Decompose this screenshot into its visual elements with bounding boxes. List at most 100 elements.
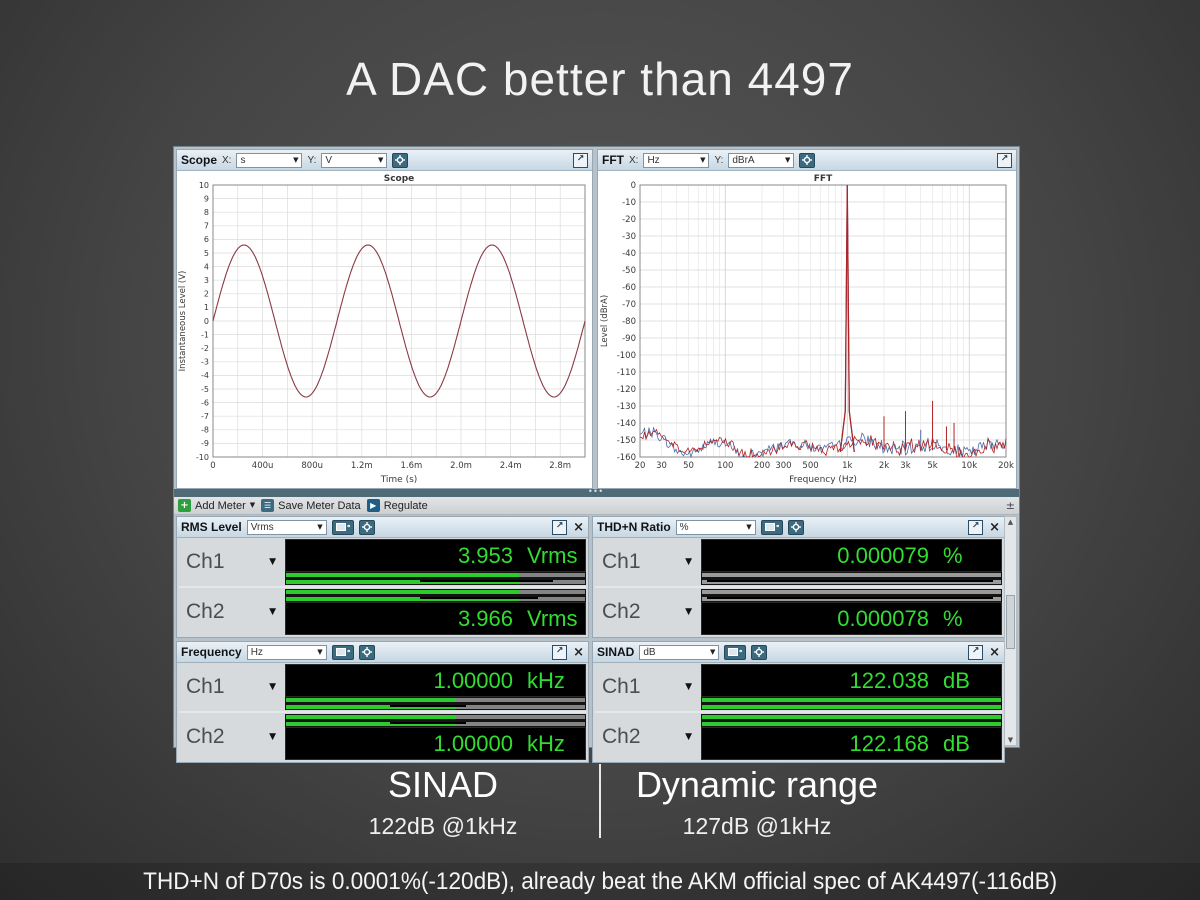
chevron-down-icon: ▼ bbox=[269, 732, 276, 742]
channel-stack: 1.00000 kHz bbox=[285, 714, 586, 760]
close-icon[interactable]: × bbox=[573, 644, 584, 660]
expand-icon[interactable]: ↗ bbox=[997, 152, 1012, 168]
meter-display: 3.953 Vrms bbox=[285, 539, 586, 572]
svg-text:6: 6 bbox=[204, 235, 209, 244]
channel-selector[interactable]: Ch2 ▼ bbox=[177, 589, 285, 635]
display-mode-icon[interactable] bbox=[724, 644, 747, 660]
gear-icon[interactable] bbox=[358, 644, 375, 660]
channel-selector[interactable]: Ch1 ▼ bbox=[593, 539, 701, 585]
svg-text:100: 100 bbox=[717, 461, 733, 471]
svg-text:9: 9 bbox=[204, 194, 209, 203]
meter-display: 1.00000 kHz bbox=[285, 664, 586, 697]
channel-selector[interactable]: Ch1 ▼ bbox=[177, 539, 285, 585]
bar-meter bbox=[285, 714, 586, 727]
chevron-down-icon: ▼ bbox=[317, 522, 323, 531]
meter-value: 0.000078 bbox=[837, 605, 929, 631]
svg-text:-60: -60 bbox=[622, 283, 636, 293]
svg-text:4: 4 bbox=[204, 262, 209, 271]
gear-icon[interactable] bbox=[799, 152, 816, 168]
channel-selector[interactable]: Ch2 ▼ bbox=[593, 714, 701, 760]
svg-text:2.8m: 2.8m bbox=[549, 461, 571, 471]
svg-text:-8: -8 bbox=[201, 426, 209, 435]
bar-meter bbox=[285, 589, 586, 602]
meter-unit-select[interactable]: Vrms ▼ bbox=[246, 519, 327, 535]
meters-toolbar: + Add Meter ▼ ☰ Save Meter Data ▶ Regula… bbox=[174, 497, 1019, 515]
svg-text:800u: 800u bbox=[301, 461, 323, 471]
meter-display: 122.168 dB bbox=[701, 727, 1002, 760]
close-icon[interactable]: × bbox=[573, 519, 584, 535]
svg-text:0: 0 bbox=[204, 317, 209, 326]
gear-icon[interactable] bbox=[751, 644, 768, 660]
stats-divider bbox=[599, 764, 601, 838]
meter-title: SINAD bbox=[597, 645, 635, 659]
channel-selector[interactable]: Ch1 ▼ bbox=[177, 664, 285, 710]
fft-y-select[interactable]: dBrA ▼ bbox=[728, 152, 795, 168]
add-meter-button[interactable]: + Add Meter ▼ bbox=[178, 499, 255, 512]
meter-channel-row: Ch2 ▼ 122.168 dB bbox=[593, 714, 1002, 760]
display-mode-icon[interactable] bbox=[331, 644, 354, 660]
svg-text:2k: 2k bbox=[879, 461, 889, 471]
svg-text:5: 5 bbox=[204, 249, 209, 258]
scope-y-select[interactable]: V ▼ bbox=[321, 152, 388, 168]
svg-text:-120: -120 bbox=[617, 385, 636, 395]
scope-panel-title: Scope bbox=[181, 153, 218, 167]
save-icon: ☰ bbox=[261, 499, 275, 512]
chevron-down-icon: ▼ bbox=[269, 607, 276, 617]
svg-text:5k: 5k bbox=[927, 461, 937, 471]
footer-bar: THD+N of D70s is 0.0001%(-120dB), alread… bbox=[0, 863, 1200, 900]
bar-meter bbox=[701, 589, 1002, 602]
scrollbar-thumb[interactable] bbox=[1006, 595, 1015, 649]
svg-text:1k: 1k bbox=[842, 461, 852, 471]
scroll-up-icon[interactable]: ▲ bbox=[1007, 518, 1014, 526]
expand-icon[interactable]: ↗ bbox=[552, 644, 568, 660]
meter-display: 3.966 Vrms bbox=[285, 602, 586, 635]
meter-value: 122.038 bbox=[849, 667, 929, 693]
meter-display: 0.000079 % bbox=[701, 539, 1002, 572]
meter-channel-row: Ch1 ▼ 0.000079 % bbox=[593, 539, 1002, 585]
meter-panel-header: Frequency Hz ▼ ↗ × bbox=[177, 642, 588, 663]
fft-x-select[interactable]: Hz ▼ bbox=[643, 152, 710, 168]
gear-icon[interactable] bbox=[787, 519, 804, 535]
scope-x-label: X: bbox=[222, 154, 232, 166]
channel-selector[interactable]: Ch2 ▼ bbox=[593, 589, 701, 635]
svg-text:3k: 3k bbox=[900, 461, 910, 471]
channel-selector[interactable]: Ch1 ▼ bbox=[593, 664, 701, 710]
meter-title: RMS Level bbox=[181, 520, 242, 534]
chevron-down-icon: ▼ bbox=[269, 557, 276, 567]
svg-text:2: 2 bbox=[204, 290, 209, 299]
expand-icon[interactable]: ↗ bbox=[968, 519, 984, 535]
close-icon[interactable]: × bbox=[989, 644, 1000, 660]
bar-meter bbox=[701, 697, 1002, 710]
display-mode-icon[interactable] bbox=[331, 519, 354, 535]
pin-icon[interactable]: ± bbox=[1005, 499, 1015, 512]
gear-icon[interactable] bbox=[392, 152, 409, 168]
expand-icon[interactable]: ↗ bbox=[968, 644, 984, 660]
meter-body: Ch1 ▼ 3.953 Vrms Ch2 ▼ 3.966 Vrms bbox=[177, 538, 588, 637]
svg-text:-80: -80 bbox=[622, 317, 636, 327]
meter-unit-select[interactable]: dB ▼ bbox=[639, 644, 720, 660]
svg-text:20: 20 bbox=[635, 461, 646, 471]
svg-text:2.4m: 2.4m bbox=[500, 461, 522, 471]
regulate-button[interactable]: ▶ Regulate bbox=[366, 499, 428, 512]
scroll-down-icon[interactable]: ▼ bbox=[1007, 736, 1014, 744]
fft-chart: FFT -160 -150 -140 -130 -120 -110 -100 -90 -80 -70… bbox=[598, 171, 1016, 494]
meter-unit-select[interactable]: % ▼ bbox=[675, 519, 756, 535]
splitter-handle[interactable]: ••• bbox=[174, 487, 1019, 497]
close-icon[interactable]: × bbox=[989, 519, 1000, 535]
expand-icon[interactable]: ↗ bbox=[552, 519, 568, 535]
expand-icon[interactable]: ↗ bbox=[573, 152, 588, 168]
chevron-down-icon: ▼ bbox=[784, 155, 791, 164]
meters-scrollbar[interactable]: ▲ ▼ bbox=[1004, 516, 1017, 746]
save-meter-data-button[interactable]: ☰ Save Meter Data bbox=[261, 499, 361, 512]
channel-selector[interactable]: Ch2 ▼ bbox=[177, 714, 285, 760]
svg-text:7: 7 bbox=[204, 222, 209, 231]
meter-panel: THD+N Ratio % ▼ ↗ × Ch1 ▼ 0.000079 % bbox=[592, 516, 1005, 638]
channel-label: Ch1 bbox=[602, 550, 641, 573]
meter-panel-header: RMS Level Vrms ▼ ↗ × bbox=[177, 517, 588, 538]
gear-icon[interactable] bbox=[358, 519, 375, 535]
channel-label: Ch1 bbox=[602, 675, 641, 698]
meter-unit-select[interactable]: Hz ▼ bbox=[246, 644, 327, 660]
display-mode-icon[interactable] bbox=[760, 519, 783, 535]
fft-x-label: X: bbox=[629, 154, 639, 166]
scope-x-select[interactable]: s ▼ bbox=[236, 152, 303, 168]
